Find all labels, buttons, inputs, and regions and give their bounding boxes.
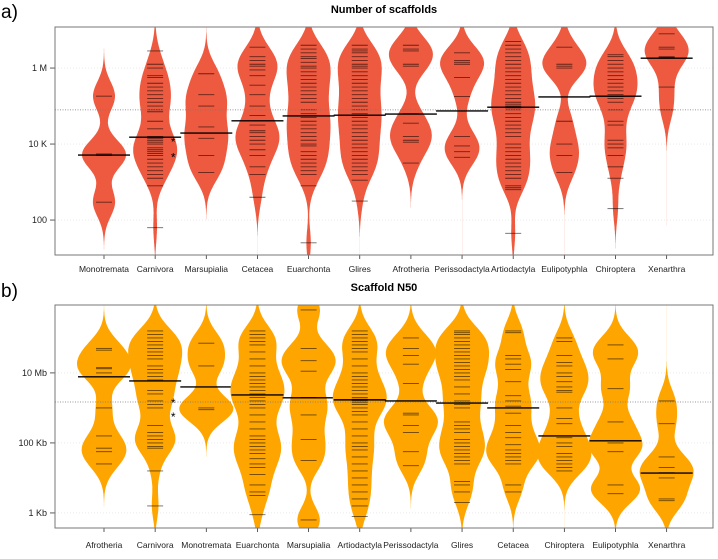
y-tick-label: 10 Mb — [22, 368, 47, 378]
x-tick-label: Euarchonta — [287, 264, 331, 274]
x-tick-label: Euarchonta — [236, 540, 280, 550]
bean-perissodactyla — [440, 27, 485, 255]
bean-xenarthra — [639, 305, 694, 528]
bean-monotremata — [179, 305, 234, 528]
bean-monotremata — [82, 27, 126, 255]
bean-euarchonta — [286, 27, 331, 255]
y-tick-label: 1 M — [32, 63, 47, 73]
bean-artiodactyla — [332, 305, 387, 528]
x-tick-label: Perissodactyla — [434, 264, 490, 274]
bean-glires — [337, 27, 382, 255]
bean-chiroptera — [593, 27, 638, 255]
x-tick-label: Cetacea — [242, 264, 274, 274]
x-tick-label: Eulipotyphla — [541, 264, 588, 274]
bean-eulipotyphla — [588, 305, 643, 528]
bean-afrotheria — [388, 27, 433, 255]
bean-xenarthra — [644, 27, 689, 255]
bean-chiroptera — [537, 305, 592, 528]
x-tick-label: Afrotheria — [392, 264, 429, 274]
bean-marsupialia — [184, 27, 229, 255]
x-tick-label: Carnivora — [137, 540, 174, 550]
plot-border — [54, 26, 714, 256]
bean-marsupialia — [281, 305, 336, 528]
x-tick-label: Carnivora — [137, 264, 174, 274]
x-tick-label: Glires — [451, 540, 473, 550]
x-tick-label: Chiroptera — [596, 264, 636, 274]
x-tick-label: Monotremata — [181, 540, 231, 550]
x-tick-label: Cetacea — [497, 540, 529, 550]
bean-glires — [435, 305, 490, 528]
bean-cetacea — [235, 27, 280, 255]
x-tick-label: Xenarthra — [648, 264, 686, 274]
bean-artiodactyla — [491, 27, 536, 255]
x-tick-label: Afrotheria — [86, 540, 123, 550]
x-tick-label: Marsupialia — [185, 264, 229, 274]
bean-euarchonta — [230, 305, 285, 528]
x-tick-label: Eulipotyphla — [592, 540, 639, 550]
panel-b: b) Scaffold N50 1 Kb 100 Kb 10 Mb Afrotheria C… — [1, 281, 714, 550]
significance-asterisk: * — [171, 396, 176, 410]
x-tick-label: Glires — [349, 264, 371, 274]
bean-carnivora — [133, 27, 178, 255]
x-tick-label: Chiroptera — [545, 540, 585, 550]
plot-border — [54, 304, 714, 529]
bean-eulipotyphla — [542, 27, 587, 255]
bean-afrotheria — [77, 305, 131, 528]
x-tick-label: Artiodactyla — [338, 540, 383, 550]
significance-asterisk: * — [171, 150, 176, 164]
x-tick-label: Monotremata — [79, 264, 129, 274]
x-tick-label: Marsupialia — [287, 540, 331, 550]
panel-label: a) — [1, 2, 18, 23]
bean-cetacea — [486, 305, 541, 528]
plot-area — [77, 305, 694, 528]
y-tick-label: 10 K — [28, 139, 47, 149]
chart-title: Number of scaffolds — [331, 4, 437, 16]
y-tick-label: 1 Kb — [28, 508, 47, 518]
chart-title: Scaffold N50 — [351, 282, 418, 294]
panel-a: a) Number of scaffolds 100 10 K 1 M Monotrema… — [1, 2, 714, 274]
x-tick-label: Perissodactyla — [383, 540, 439, 550]
y-tick-label: 100 Kb — [18, 438, 47, 448]
y-tick-label: 100 — [32, 215, 47, 225]
x-tick-label: Xenarthra — [648, 540, 686, 550]
bean-perissodactyla — [383, 305, 438, 528]
panel-label: b) — [1, 281, 18, 302]
significance-asterisk: * — [171, 135, 176, 149]
significance-asterisk: * — [171, 410, 176, 424]
x-tick-label: Artiodactyla — [491, 264, 536, 274]
bean-carnivora — [128, 305, 183, 528]
